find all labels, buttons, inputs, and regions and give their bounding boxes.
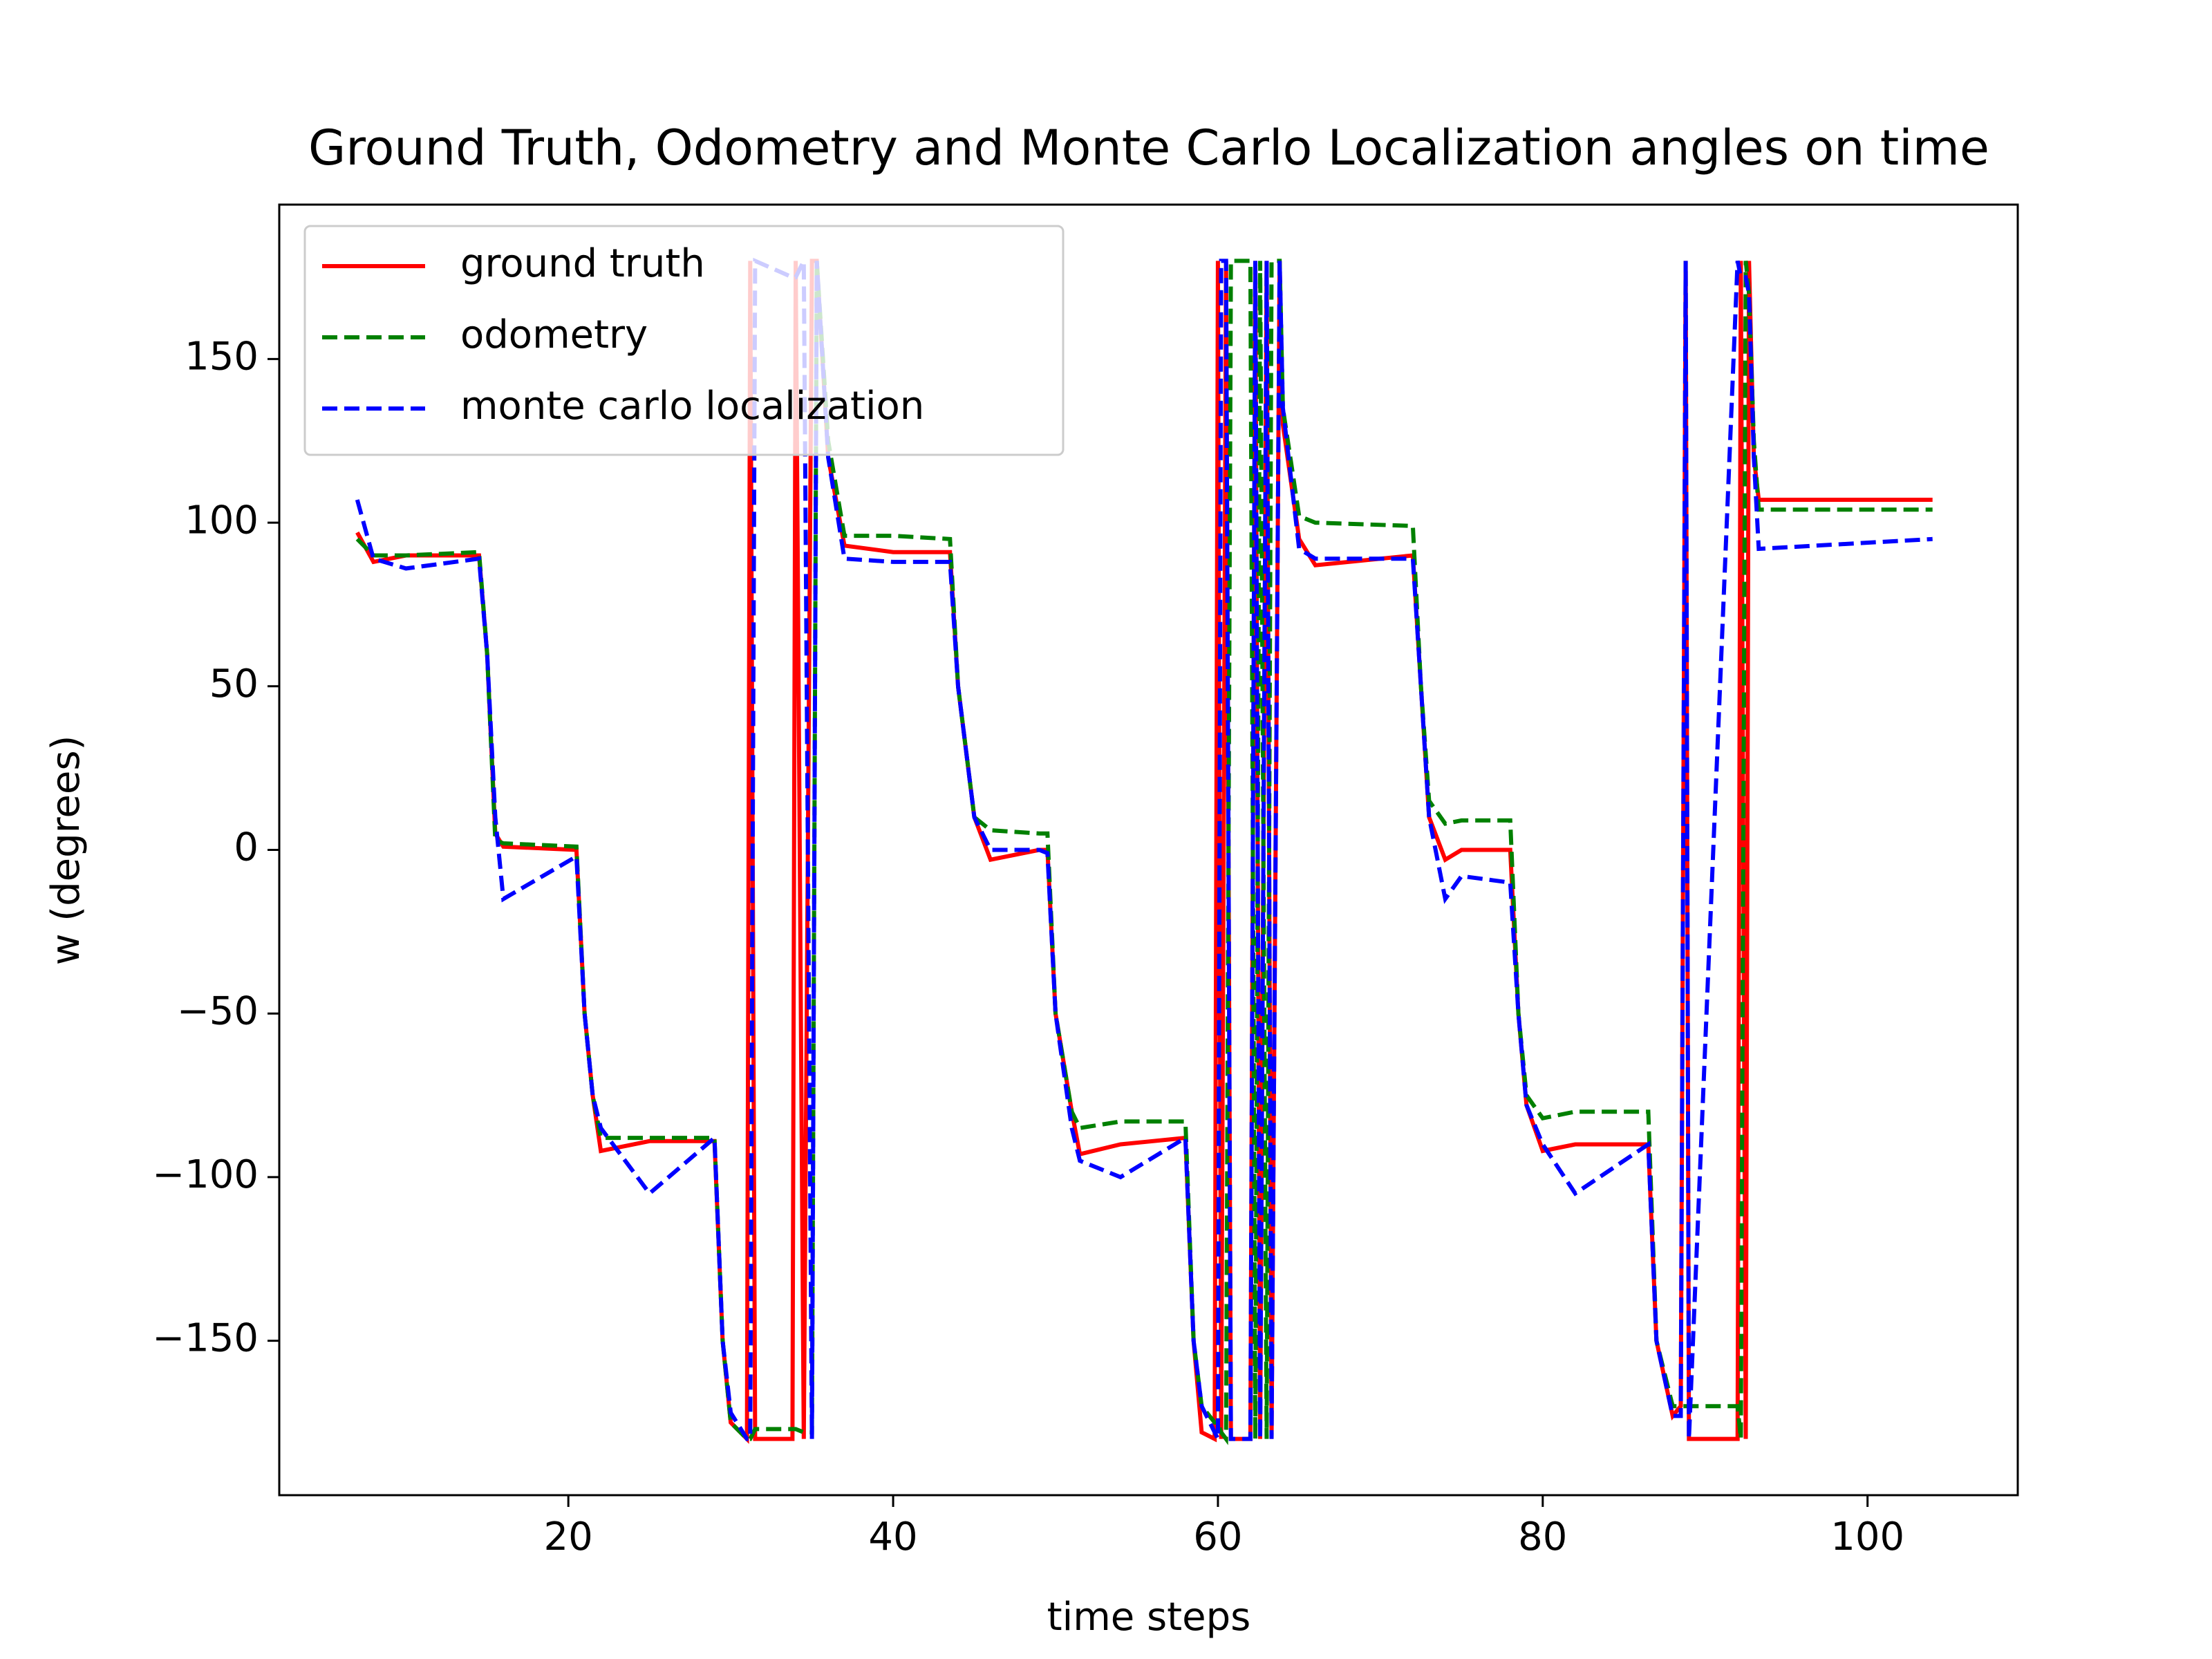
legend: ground truth odometry monte carlo localiza… [303,225,1065,456]
legend-box [303,225,1065,456]
y-axis-label: w (degrees) [44,735,88,966]
legend-label: odometry [460,312,648,357]
y-tick-label: −50 [177,988,259,1033]
legend-label: ground truth [460,241,705,286]
y-tick-label: 100 [185,498,259,543]
x-tick-label: 40 [868,1515,917,1559]
series-line [355,257,1933,1441]
x-axis-label: time steps [1047,1595,1251,1640]
y-tick-label: 150 [185,335,259,379]
x-tick-label: 60 [1193,1515,1242,1559]
legend-label: monte carlo localization [460,384,924,429]
x-tick-label: 20 [544,1515,593,1559]
y-tick-label: −100 [152,1152,259,1197]
plot-area [355,257,1933,1445]
y-tick-label: 0 [234,825,259,870]
x-tick-label: 100 [1830,1515,1904,1559]
y-tick-label: −150 [152,1316,259,1361]
x-tick-label: 80 [1518,1515,1567,1559]
y-tick-label: 50 [209,662,259,706]
chart-title: Ground Truth, Odometry and Monte Carlo L… [308,120,1989,176]
